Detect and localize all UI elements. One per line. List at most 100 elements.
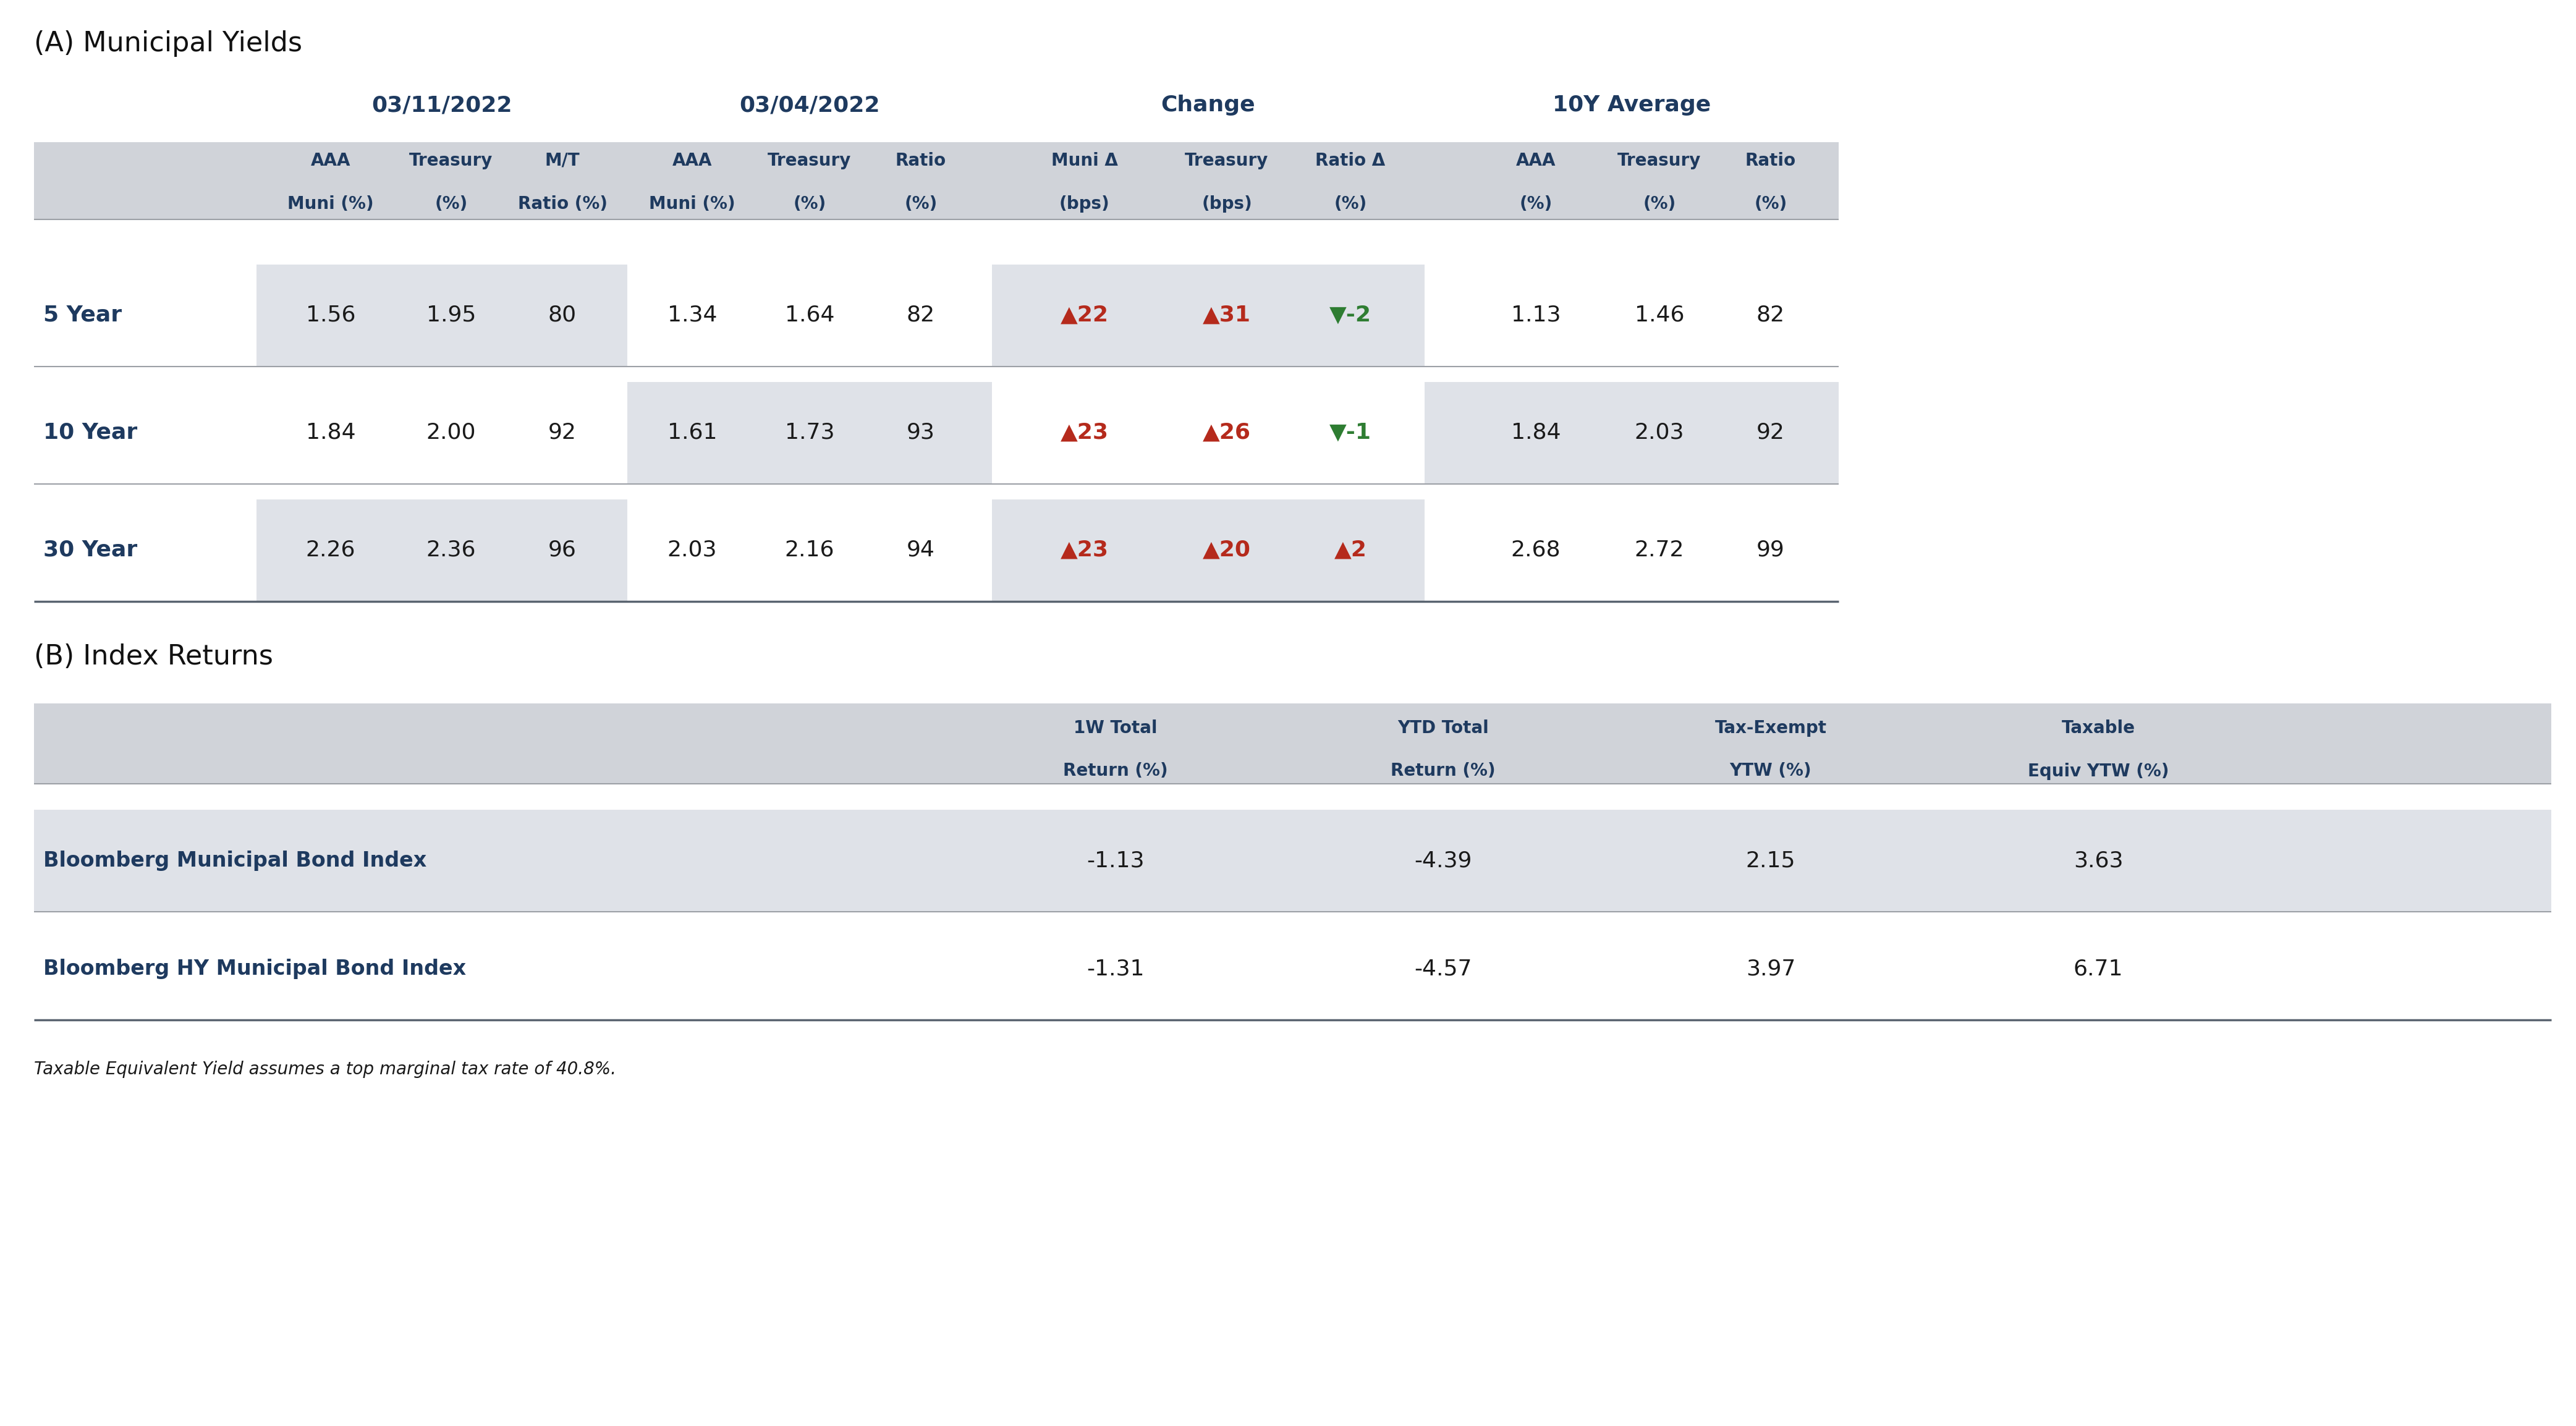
Text: (%): (%) — [1643, 195, 1677, 212]
Text: (%): (%) — [1334, 195, 1368, 212]
Text: Treasury: Treasury — [410, 153, 492, 170]
Text: 2.68: 2.68 — [1512, 539, 1561, 560]
Text: Equiv YTW (%): Equiv YTW (%) — [2027, 763, 2169, 780]
Text: 80: 80 — [549, 305, 577, 325]
Text: ▼-1: ▼-1 — [1329, 422, 1370, 443]
Text: 1.46: 1.46 — [1636, 305, 1685, 325]
FancyBboxPatch shape — [1425, 264, 1839, 366]
Text: 2.03: 2.03 — [667, 539, 716, 560]
FancyBboxPatch shape — [992, 264, 1425, 366]
Text: 10Y Average: 10Y Average — [1553, 94, 1710, 116]
Text: (%): (%) — [1754, 195, 1788, 212]
Text: ▲31: ▲31 — [1203, 305, 1252, 325]
Text: (%): (%) — [904, 195, 938, 212]
Text: ▲23: ▲23 — [1061, 539, 1108, 560]
Text: (bps): (bps) — [1200, 195, 1252, 212]
Text: 96: 96 — [549, 539, 577, 560]
Text: 92: 92 — [549, 422, 577, 443]
Text: 3.97: 3.97 — [1747, 958, 1795, 980]
Text: Taxable: Taxable — [2061, 719, 2136, 736]
Text: 92: 92 — [1757, 422, 1785, 443]
FancyBboxPatch shape — [33, 810, 2550, 911]
Text: Taxable Equivalent Yield assumes a top marginal tax rate of 40.8%.: Taxable Equivalent Yield assumes a top m… — [33, 1061, 616, 1078]
Text: Muni (%): Muni (%) — [289, 195, 374, 212]
FancyBboxPatch shape — [33, 143, 1839, 220]
Text: (bps): (bps) — [1059, 195, 1110, 212]
Text: AAA: AAA — [672, 153, 711, 170]
Text: Tax-Exempt: Tax-Exempt — [1716, 719, 1826, 736]
Text: AAA: AAA — [312, 153, 350, 170]
Text: 30 Year: 30 Year — [44, 539, 137, 560]
Text: YTW (%): YTW (%) — [1728, 763, 1811, 780]
Text: 6.71: 6.71 — [2074, 958, 2123, 980]
Text: Return (%): Return (%) — [1391, 763, 1497, 780]
Text: Ratio: Ratio — [896, 153, 945, 170]
FancyBboxPatch shape — [258, 499, 629, 602]
Text: 99: 99 — [1757, 539, 1785, 560]
Text: Ratio (%): Ratio (%) — [518, 195, 608, 212]
Text: Return (%): Return (%) — [1064, 763, 1167, 780]
Text: 1.84: 1.84 — [1512, 422, 1561, 443]
Text: 1.34: 1.34 — [667, 305, 716, 325]
Text: 1.64: 1.64 — [786, 305, 835, 325]
FancyBboxPatch shape — [33, 264, 258, 366]
Text: 2.03: 2.03 — [1636, 422, 1685, 443]
Text: (A) Municipal Yields: (A) Municipal Yields — [33, 30, 301, 57]
Text: M/T: M/T — [546, 153, 580, 170]
Text: ▲26: ▲26 — [1203, 422, 1252, 443]
FancyBboxPatch shape — [1425, 499, 1839, 602]
Text: 2.15: 2.15 — [1747, 850, 1795, 871]
Text: 03/04/2022: 03/04/2022 — [739, 94, 881, 116]
Text: Ratio: Ratio — [1747, 153, 1795, 170]
Text: 1.73: 1.73 — [786, 422, 835, 443]
Text: 03/11/2022: 03/11/2022 — [371, 94, 513, 116]
Text: (%): (%) — [435, 195, 469, 212]
Text: ▲22: ▲22 — [1061, 305, 1108, 325]
Text: Treasury: Treasury — [1618, 153, 1700, 170]
FancyBboxPatch shape — [992, 382, 1425, 483]
Text: Bloomberg Municipal Bond Index: Bloomberg Municipal Bond Index — [44, 850, 428, 871]
FancyBboxPatch shape — [33, 703, 2550, 783]
Text: ▲23: ▲23 — [1061, 422, 1108, 443]
Text: 2.26: 2.26 — [307, 539, 355, 560]
Text: 82: 82 — [907, 305, 935, 325]
FancyBboxPatch shape — [1425, 382, 1839, 483]
Text: 93: 93 — [907, 422, 935, 443]
Text: Change: Change — [1162, 94, 1255, 116]
Text: YTD Total: YTD Total — [1396, 719, 1489, 736]
Text: 1.13: 1.13 — [1512, 305, 1561, 325]
Text: -4.39: -4.39 — [1414, 850, 1471, 871]
Text: (B) Index Returns: (B) Index Returns — [33, 643, 273, 670]
Text: 10 Year: 10 Year — [44, 422, 137, 443]
Text: Treasury: Treasury — [768, 153, 853, 170]
FancyBboxPatch shape — [629, 264, 992, 366]
Text: ▲2: ▲2 — [1334, 539, 1368, 560]
Text: ▼-2: ▼-2 — [1329, 305, 1370, 325]
Text: (%): (%) — [1520, 195, 1553, 212]
Text: 1.56: 1.56 — [307, 305, 355, 325]
Text: -1.13: -1.13 — [1087, 850, 1144, 871]
Text: Muni Δ: Muni Δ — [1051, 153, 1118, 170]
Text: 1.61: 1.61 — [667, 422, 716, 443]
FancyBboxPatch shape — [33, 918, 2550, 1020]
Text: 82: 82 — [1757, 305, 1785, 325]
Text: 3.63: 3.63 — [2074, 850, 2123, 871]
Text: 5 Year: 5 Year — [44, 305, 121, 325]
Text: 94: 94 — [907, 539, 935, 560]
Text: 2.16: 2.16 — [786, 539, 835, 560]
FancyBboxPatch shape — [33, 499, 258, 602]
FancyBboxPatch shape — [992, 499, 1425, 602]
Text: Ratio Δ: Ratio Δ — [1316, 153, 1386, 170]
FancyBboxPatch shape — [629, 499, 992, 602]
Text: Muni (%): Muni (%) — [649, 195, 734, 212]
Text: 2.72: 2.72 — [1636, 539, 1685, 560]
Text: 2.00: 2.00 — [425, 422, 477, 443]
Text: 1.95: 1.95 — [428, 305, 477, 325]
FancyBboxPatch shape — [258, 382, 629, 483]
FancyBboxPatch shape — [629, 382, 992, 483]
Text: (%): (%) — [793, 195, 827, 212]
FancyBboxPatch shape — [258, 264, 629, 366]
Text: AAA: AAA — [1515, 153, 1556, 170]
Text: -1.31: -1.31 — [1087, 958, 1144, 980]
Text: -4.57: -4.57 — [1414, 958, 1471, 980]
